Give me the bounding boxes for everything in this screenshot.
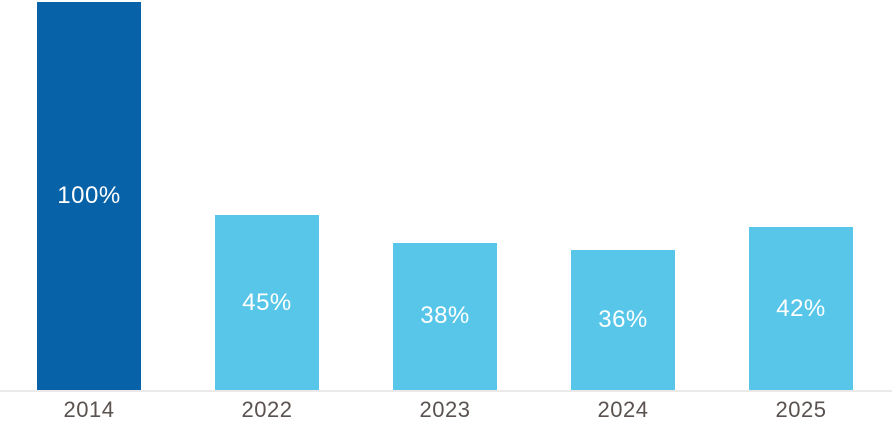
bar-value-label: 42%: [776, 294, 826, 322]
bar-value-label: 36%: [598, 306, 648, 334]
bar-2022: 45%: [215, 215, 319, 390]
x-tick-label-2023: 2023: [419, 397, 471, 422]
x-tick-label-2022: 2022: [241, 397, 293, 422]
bar-2024: 36%: [571, 250, 675, 390]
x-tick-label-2014: 2014: [63, 397, 115, 422]
bar-2023: 38%: [393, 242, 497, 390]
x-tick-label-2024: 2024: [597, 397, 649, 422]
bars: 100% 45% 38% 36% 42%: [37, 2, 892, 390]
bar-value-label: 38%: [420, 302, 470, 330]
x-axis-labels: 2014 2022 2023 2024 2025: [37, 397, 892, 423]
x-tick-label-2025: 2025: [775, 397, 827, 422]
bar-value-label: 100%: [57, 182, 121, 209]
bar-value-label: 45%: [242, 288, 292, 316]
bar-2014: 100%: [37, 2, 141, 390]
bar-2025: 42%: [749, 227, 853, 390]
plot-area: 100% 45% 38% 36% 42%: [0, 2, 892, 392]
